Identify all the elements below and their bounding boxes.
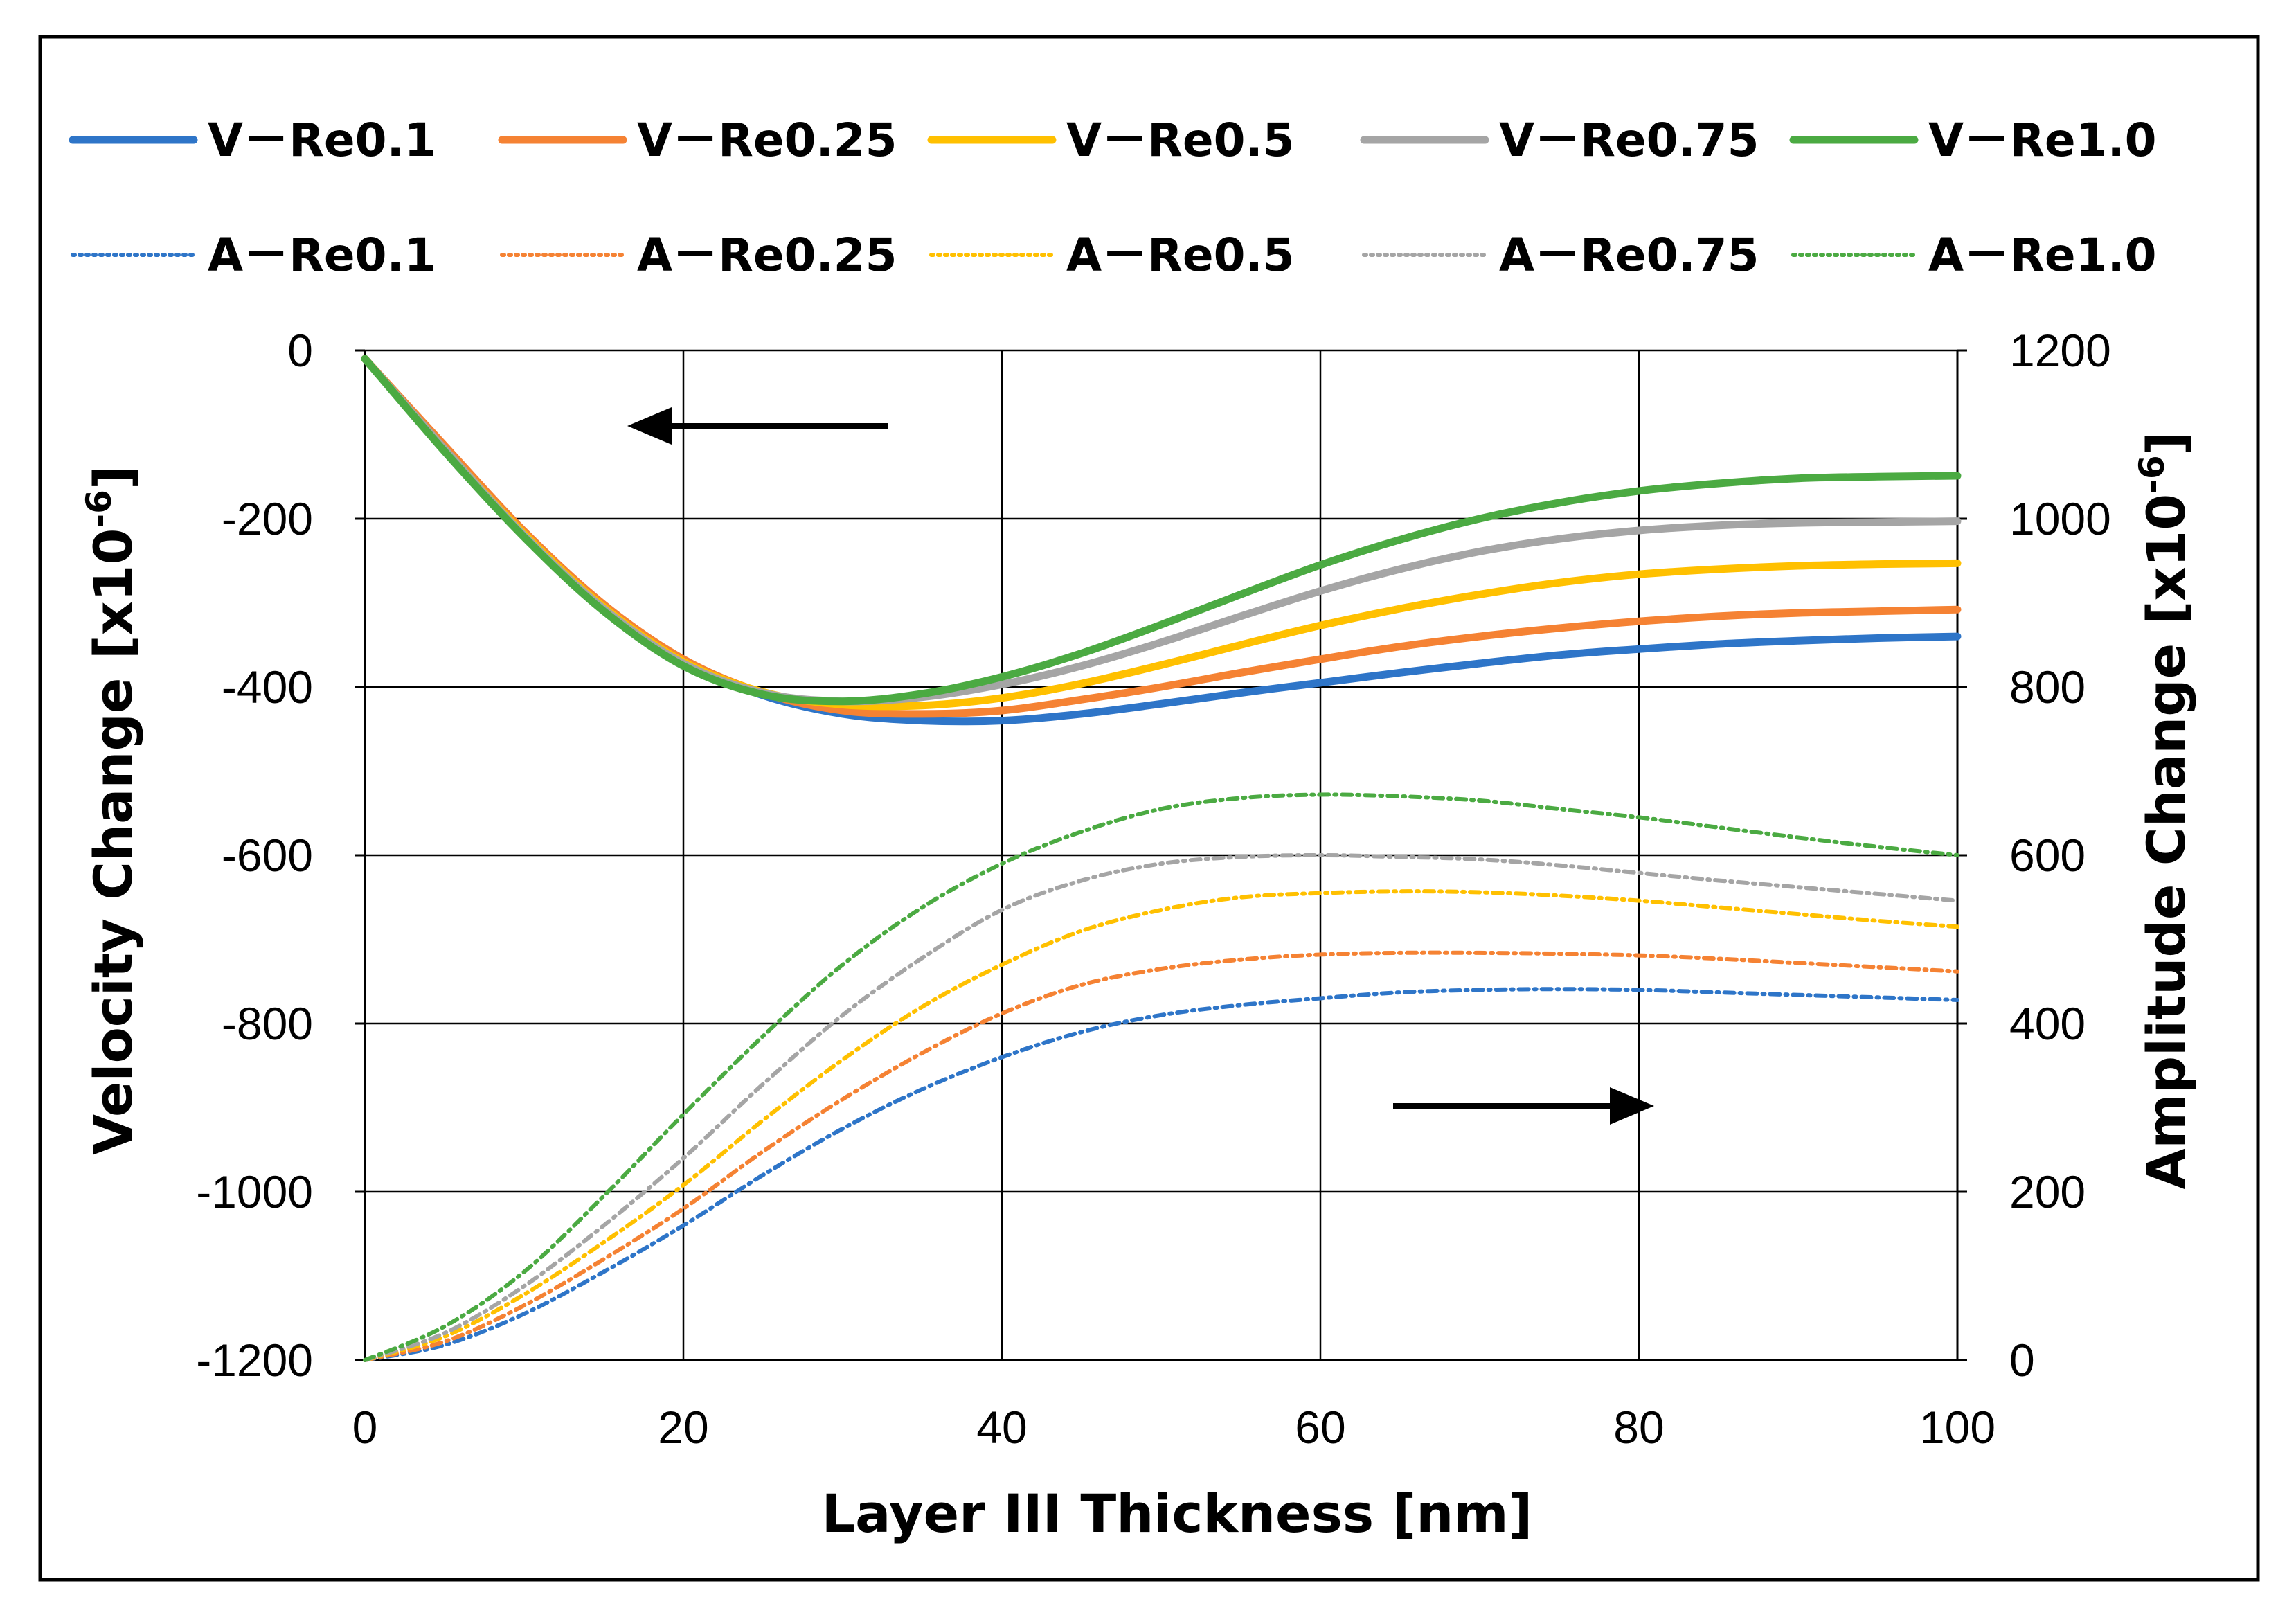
y-right-tick-label: 600	[2009, 830, 2086, 881]
y-left-tick-label: 0	[287, 325, 313, 376]
y-left-tick-label: -600	[222, 830, 313, 881]
legend-label-a-re0-1: A－Re0.1	[208, 229, 436, 282]
y-left-tick-label: -1000	[196, 1166, 313, 1217]
series-line-a-re1-0	[363, 792, 1959, 1362]
y-right-tick-label: 1000	[2009, 493, 2111, 544]
legend-label-a-re0-75: A－Re0.75	[1499, 229, 1759, 282]
y-left-tick-label: -200	[222, 493, 313, 544]
x-tick-label: 60	[1295, 1402, 1345, 1453]
legend-label-a-re1-0: A－Re1.0	[1928, 229, 2157, 282]
y-left-tick-label: -1200	[196, 1334, 313, 1386]
right-axis-arrow	[1393, 1087, 1654, 1125]
x-tick-label: 0	[352, 1402, 378, 1453]
y-right-tick-label: 800	[2009, 661, 2086, 713]
legend-label-a-re0-5: A－Re0.5	[1066, 229, 1295, 282]
chart-frame	[38, 35, 2260, 1582]
y-right-tick-label: 200	[2009, 1166, 2086, 1217]
series-line-a-re0-75	[363, 853, 1959, 1362]
legend-label-v-re0-1: V－Re0.1	[208, 114, 436, 167]
series-line-a-re0-1	[363, 987, 1959, 1362]
legend-label-a-re0-25: A－Re0.25	[637, 229, 897, 282]
x-tick-label: 80	[1613, 1402, 1664, 1453]
legend-label-v-re0-5: V－Re0.5	[1066, 114, 1295, 167]
left-axis-arrow	[627, 407, 888, 445]
legend-label-v-re1-0: V－Re1.0	[1928, 114, 2157, 167]
x-tick-label: 40	[976, 1402, 1027, 1453]
x-tick-label: 20	[658, 1402, 708, 1453]
series-line-a-re0-5	[363, 889, 1959, 1362]
series-group	[361, 355, 1962, 1362]
x-tick-label: 100	[1919, 1402, 1995, 1453]
series-line-v-re1-0	[361, 355, 1962, 706]
y-left-tick-label: -400	[222, 661, 313, 713]
y-axis-title-left: Velocity Change [x10-6]	[79, 465, 144, 1154]
y-axis-title-right: Amplitude Change [x10-6]	[2132, 431, 2197, 1190]
tick-labels: 0 20 40 60 80 1000-200-400-600-800-1000-12001…	[196, 325, 2111, 1453]
annotations	[627, 407, 1654, 1125]
y-right-tick-label: 400	[2009, 998, 2086, 1049]
series-line-a-re0-25	[363, 950, 1959, 1362]
y-right-tick-label: 1200	[2009, 325, 2111, 376]
legend-label-v-re0-75: V－Re0.75	[1499, 114, 1759, 167]
y-left-tick-label: -800	[222, 998, 313, 1049]
x-axis-title: Layer III Thickness [nm]	[822, 1483, 1533, 1544]
legend: V－Re0.1 V－Re0.25 V－Re0.5 V－Re0.75 V－Re1.0 A－R…	[69, 114, 2157, 282]
legend-label-v-re0-25: V－Re0.25	[637, 114, 897, 167]
y-right-tick-label: 0	[2009, 1334, 2035, 1386]
